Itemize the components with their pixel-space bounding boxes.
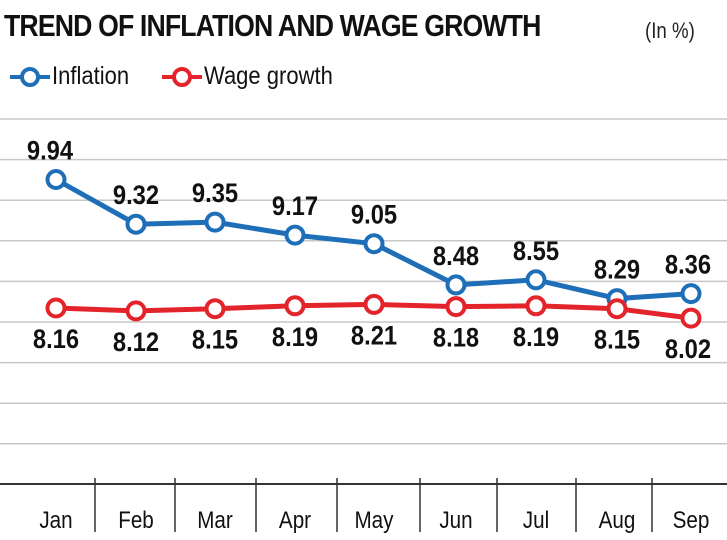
legend-marker-inflation [10, 66, 50, 87]
data-point-inflation [525, 269, 547, 291]
data-label-inflation: 8.29 [594, 255, 640, 285]
x-tick-label: May [355, 507, 395, 534]
legend-label-inflation: Inflation [52, 62, 130, 90]
x-tick-label: Jul [523, 507, 549, 534]
data-label-inflation: 8.55 [513, 236, 559, 266]
data-label-wage-growth: 8.19 [272, 322, 318, 352]
x-tick-label: Aug [599, 507, 636, 534]
data-point-inflation [125, 213, 147, 235]
data-point-wage-growth [680, 307, 702, 329]
data-point-wage-growth [45, 297, 67, 319]
legend-marker-wage-growth [161, 66, 202, 87]
data-point-inflation [445, 274, 467, 296]
data-label-inflation: 9.17 [272, 192, 318, 222]
data-label-wage-growth: 8.16 [33, 325, 79, 355]
data-label-inflation: 9.94 [27, 136, 73, 166]
legend-item-wage-growth: Wage growth [160, 62, 350, 91]
data-point-wage-growth [284, 295, 306, 317]
data-label-inflation: 9.35 [192, 179, 238, 209]
legend-item-inflation: Inflation [8, 62, 140, 91]
data-point-wage-growth [125, 300, 147, 322]
data-label-inflation: 8.48 [433, 242, 479, 272]
data-point-inflation [284, 224, 306, 246]
legend-label-wage-growth: Wage growth [203, 62, 333, 90]
legend: Inflation Wage growth [8, 62, 370, 91]
data-label-wage-growth: 8.15 [192, 325, 238, 355]
chart-unit: (In %) [645, 18, 695, 43]
x-tick-label: Sep [673, 507, 710, 534]
data-label-inflation: 9.32 [113, 181, 159, 211]
data-label-wage-growth: 8.12 [113, 328, 159, 358]
data-point-inflation [680, 283, 702, 305]
data-label-wage-growth: 8.21 [351, 321, 397, 351]
data-point-wage-growth [525, 295, 547, 317]
x-tick-label: Apr [279, 507, 312, 534]
data-point-wage-growth [445, 296, 467, 318]
data-point-inflation [204, 211, 226, 233]
data-point-wage-growth [204, 298, 226, 320]
x-tick-label: Mar [197, 507, 233, 534]
x-tick-label: Jun [439, 507, 472, 534]
data-point-inflation [363, 233, 385, 255]
x-tick-label: Jan [39, 507, 72, 534]
chart-title: TREND OF INFLATION AND WAGE GROWTH [4, 8, 541, 43]
data-point-wage-growth [606, 298, 628, 320]
data-label-inflation: 9.05 [351, 200, 397, 230]
data-label-wage-growth: 8.18 [433, 323, 479, 353]
data-label-inflation: 8.36 [665, 250, 711, 280]
data-label-wage-growth: 8.02 [665, 335, 711, 365]
data-point-wage-growth [363, 293, 385, 315]
x-tick-label: Feb [118, 507, 154, 534]
data-label-wage-growth: 8.19 [513, 322, 559, 352]
data-label-wage-growth: 8.15 [594, 325, 640, 355]
data-point-inflation [45, 169, 67, 190]
